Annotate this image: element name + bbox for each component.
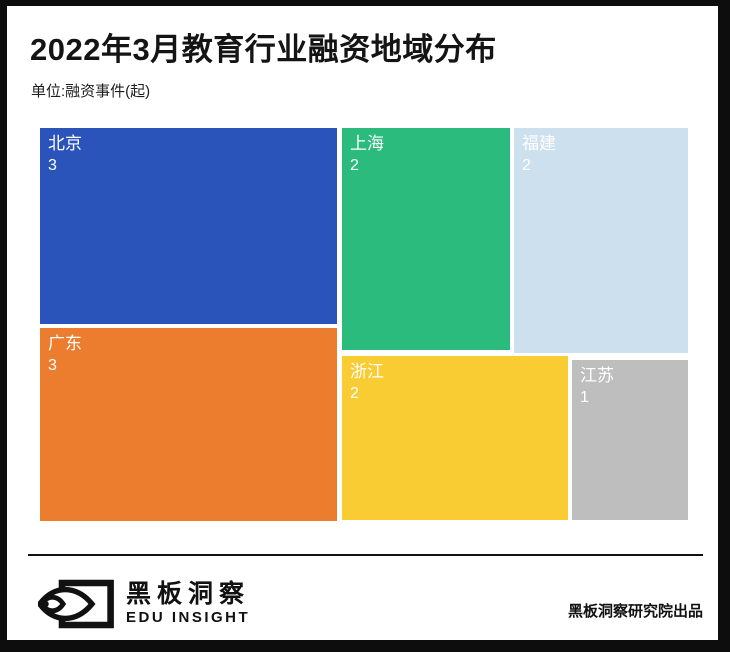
region-value: 2 [522,156,531,174]
treemap-block-jiangsu: 江苏 1 [572,360,688,520]
region-label: 福建 [522,134,556,153]
region-value: 3 [48,156,57,174]
region-label: 江苏 [580,366,614,385]
brand-logo: 黑板洞察 EDU INSIGHT [38,576,250,632]
region-label: 北京 [48,134,82,153]
region-label: 浙江 [350,362,384,381]
brand-wordmark: 黑板洞察 EDU INSIGHT [126,581,250,627]
treemap-block-shanghai: 上海 2 [342,128,510,350]
region-value: 3 [48,356,57,374]
page-title: 2022年3月教育行业融资地域分布 [30,32,497,67]
region-label: 广东 [48,334,82,353]
unit-label: 单位:融资事件(起) [31,83,151,100]
region-label: 上海 [350,134,384,153]
region-value: 2 [350,156,359,174]
region-value: 2 [350,384,359,402]
infographic-card: 2022年3月教育行业融资地域分布 单位:融资事件(起) 北京 3 广东 3 上海 2 福建… [7,6,718,640]
treemap-block-fujian: 福建 2 [514,128,688,353]
treemap: 北京 3 广东 3 上海 2 福建 2 浙江 2 江苏 1 [40,128,688,521]
region-value: 1 [580,388,589,406]
credit-text: 黑板洞察研究院出品 [567,603,703,620]
brand-name-cn: 黑板洞察 [126,580,251,609]
treemap-block-guangdong: 广东 3 [40,328,337,521]
footer-divider [28,554,703,556]
treemap-block-beijing: 北京 3 [40,128,337,324]
treemap-block-zhejiang: 浙江 2 [342,356,568,520]
eye-logo-icon [38,579,114,629]
brand-name-en: EDU INSIGHT [126,608,251,626]
